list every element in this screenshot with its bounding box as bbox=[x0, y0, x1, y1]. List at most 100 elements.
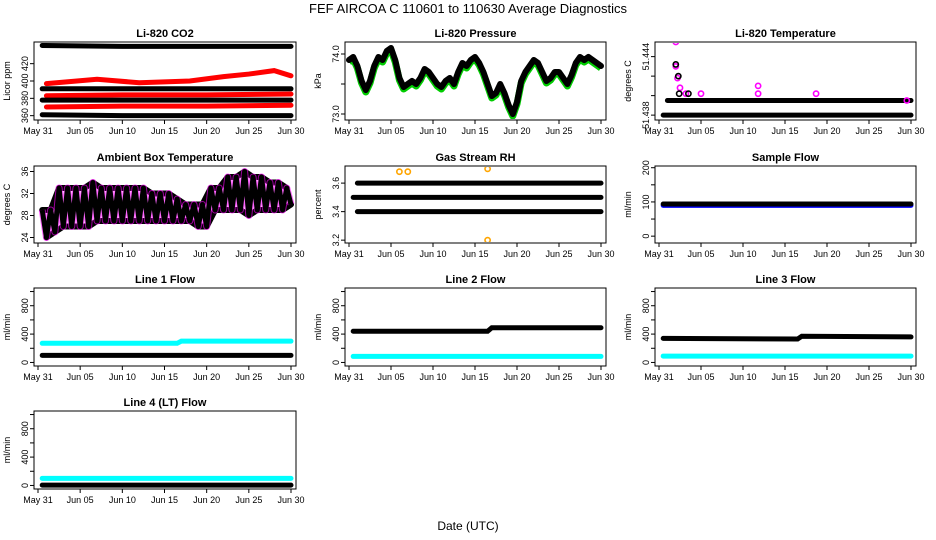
x-tick-label: Jun 15 bbox=[461, 249, 488, 259]
data-layer bbox=[39, 338, 294, 358]
x-tick-label: Jun 20 bbox=[503, 249, 530, 259]
x-axis-label: Date (UTC) bbox=[437, 519, 498, 533]
x-tick-label: Jun 25 bbox=[235, 126, 262, 136]
x-tick-label: Jun 30 bbox=[897, 249, 924, 259]
x-tick-label: Jun 20 bbox=[193, 126, 220, 136]
y-tick-label: 51.438 bbox=[641, 101, 651, 129]
x-tick-label: Jun 30 bbox=[277, 249, 304, 259]
x-tick-label: Jun 15 bbox=[151, 249, 178, 259]
x-tick-label: Jun 25 bbox=[545, 249, 572, 259]
temperature-cycle bbox=[39, 169, 294, 240]
data-point bbox=[674, 72, 682, 80]
y-tick-label: 3.2 bbox=[331, 234, 341, 247]
x-tick-label: Jun 25 bbox=[235, 495, 262, 505]
y-axis-label: percent bbox=[313, 189, 323, 220]
y-tick-label: 380 bbox=[20, 91, 30, 106]
data-layer bbox=[660, 333, 914, 359]
x-tick-label: Jun 15 bbox=[771, 372, 798, 382]
data-band bbox=[43, 91, 294, 99]
data-band bbox=[350, 325, 604, 334]
x-tick-label: Jun 05 bbox=[67, 372, 94, 382]
x-tick-label: Jun 10 bbox=[419, 372, 446, 382]
y-tick-label: 800 bbox=[641, 298, 651, 313]
x-tick-label: Jun 25 bbox=[545, 126, 572, 136]
x-tick-label: Jun 10 bbox=[419, 249, 446, 259]
y-tick-label: 51.444 bbox=[641, 43, 651, 71]
x-tick-label: May 31 bbox=[23, 495, 53, 505]
plot-frame bbox=[654, 41, 917, 121]
x-tick-label: Jun 20 bbox=[193, 249, 220, 259]
y-axis-label: ml/min bbox=[2, 437, 12, 464]
x-tick-label: May 31 bbox=[644, 249, 674, 259]
data-point bbox=[903, 97, 911, 104]
y-tick-label: 800 bbox=[20, 421, 30, 436]
x-tick-label: Jun 10 bbox=[109, 249, 136, 259]
y-tick-label: 3.4 bbox=[331, 205, 341, 218]
chart-title: Line 3 Flow bbox=[756, 274, 816, 286]
data-point bbox=[675, 90, 683, 98]
y-tick-label: 36 bbox=[20, 166, 30, 176]
y-tick-label: 24 bbox=[20, 232, 30, 242]
x-tick-label: May 31 bbox=[334, 372, 364, 382]
x-tick-label: Jun 20 bbox=[193, 495, 220, 505]
x-tick-label: Jun 20 bbox=[813, 372, 840, 382]
y-tick-label: 3.6 bbox=[331, 177, 341, 190]
y-tick-label: 800 bbox=[20, 298, 30, 313]
x-tick-label: May 31 bbox=[644, 126, 674, 136]
data-layer bbox=[350, 167, 604, 242]
data-band bbox=[43, 68, 294, 87]
x-tick-label: Jun 15 bbox=[771, 249, 798, 259]
chart-title: Gas Stream RH bbox=[435, 152, 515, 164]
x-tick-label: Jun 30 bbox=[277, 126, 304, 136]
x-tick-label: Jun 10 bbox=[109, 372, 136, 382]
y-axis-label: kPa bbox=[313, 73, 323, 89]
chart-panel-6: Sample Flow May 31 Jun 05 Jun 10 Jun 15 Jun 2… bbox=[623, 152, 925, 259]
data-band bbox=[43, 102, 294, 110]
data-point bbox=[754, 90, 762, 98]
data-point bbox=[672, 43, 680, 46]
data-layer bbox=[346, 45, 604, 119]
x-tick-label: Jun 05 bbox=[377, 249, 404, 259]
y-tick-label: 360 bbox=[20, 108, 30, 123]
chart-title: Line 4 (LT) Flow bbox=[124, 397, 207, 409]
x-tick-label: May 31 bbox=[644, 372, 674, 382]
chart-panel-10: Line 4 (LT) Flow May 31 Jun 05 Jun 10 Jun 15… bbox=[2, 397, 305, 505]
data-layer bbox=[38, 168, 295, 241]
chart-title: Line 1 Flow bbox=[135, 274, 195, 286]
x-tick-label: Jun 10 bbox=[729, 249, 756, 259]
x-tick-label: Jun 10 bbox=[729, 372, 756, 382]
x-tick-label: Jun 05 bbox=[377, 126, 404, 136]
x-tick-label: Jun 05 bbox=[687, 372, 714, 382]
data-point bbox=[484, 236, 491, 242]
data-layer bbox=[39, 43, 294, 119]
x-tick-label: Jun 30 bbox=[277, 372, 304, 382]
y-axis-label: degrees C bbox=[2, 183, 12, 225]
x-tick-label: Jun 05 bbox=[67, 126, 94, 136]
plot-frame bbox=[344, 165, 607, 244]
x-tick-label: Jun 05 bbox=[377, 372, 404, 382]
x-tick-label: Jun 30 bbox=[277, 495, 304, 505]
y-tick-label: 400 bbox=[20, 327, 30, 342]
x-tick-label: Jun 15 bbox=[151, 495, 178, 505]
y-tick-label: 200 bbox=[641, 160, 651, 175]
y-tick-label: 400 bbox=[641, 327, 651, 342]
x-tick-label: Jun 20 bbox=[813, 249, 840, 259]
data-point bbox=[812, 90, 820, 98]
chart-panel-8: Line 2 Flow May 31 Jun 05 Jun 10 Jun 15 Jun 2… bbox=[313, 274, 615, 382]
y-tick-label: 420 bbox=[20, 56, 30, 71]
x-tick-label: Jun 30 bbox=[587, 372, 614, 382]
y-tick-label: 100 bbox=[641, 194, 651, 209]
y-tick-label: 0 bbox=[331, 360, 341, 365]
y-tick-label: 400 bbox=[20, 450, 30, 465]
x-tick-label: Jun 25 bbox=[545, 372, 572, 382]
y-axis-label: ml/min bbox=[623, 191, 633, 218]
data-point bbox=[676, 84, 684, 92]
x-tick-label: Jun 10 bbox=[419, 126, 446, 136]
y-tick-label: 73.0 bbox=[331, 105, 341, 123]
series-line bbox=[346, 45, 604, 117]
x-tick-label: Jun 15 bbox=[771, 126, 798, 136]
data-layer bbox=[660, 201, 914, 208]
x-tick-label: Jun 15 bbox=[151, 372, 178, 382]
data-point bbox=[682, 90, 690, 98]
x-tick-label: Jun 25 bbox=[235, 249, 262, 259]
